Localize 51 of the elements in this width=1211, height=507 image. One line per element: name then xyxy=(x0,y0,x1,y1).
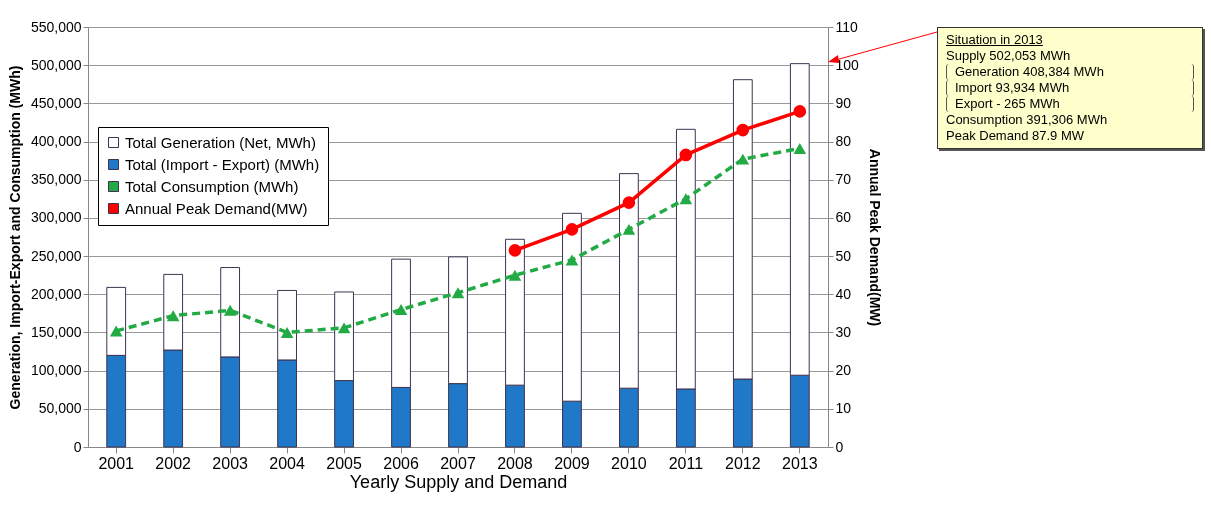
x-tick-label: 2002 xyxy=(155,454,192,472)
y-tick-label: 450,000 xyxy=(30,94,82,111)
y2-tick-label: 80 xyxy=(835,133,852,150)
legend-label: Total Consumption (MWh) xyxy=(125,177,299,195)
y2-tick-label: 40 xyxy=(835,285,852,302)
y-tick-label: 300,000 xyxy=(30,209,82,226)
x-tick-label: 2007 xyxy=(440,454,476,472)
y2-tick-label: 70 xyxy=(835,171,852,188)
legend-label: Annual Peak Demand(MW) xyxy=(125,199,308,217)
y2-tick-label: 50 xyxy=(835,247,852,264)
y-tick-label: 0 xyxy=(73,438,82,455)
y-tick-label: 400,000 xyxy=(30,133,82,150)
y-tick-label: 250,000 xyxy=(30,247,82,264)
text: Import 93,934 MWh xyxy=(946,80,1194,96)
y-tick-label: 500,000 xyxy=(30,56,82,73)
y2-tick-label: 110 xyxy=(835,18,859,35)
y2-tick-label: 10 xyxy=(835,400,852,417)
y2-tick-label: 20 xyxy=(835,362,852,379)
y2-tick-label: 100 xyxy=(835,56,860,73)
y-axis-title: Generation, Import-Export and Consumption (MWh) xyxy=(6,65,23,410)
x-tick-label: 2004 xyxy=(269,454,305,472)
y2-tick-label: 30 xyxy=(835,323,852,340)
x-tick-label: 2005 xyxy=(326,454,362,472)
y-tick-label: 50,000 xyxy=(38,400,82,417)
x-tick-label: 2001 xyxy=(98,454,135,472)
y2-axis-title: Annual Peak Demand(MW) xyxy=(866,148,883,327)
text: Situation in 2013 xyxy=(946,32,1044,48)
y-tick-label: 550,000 xyxy=(30,18,82,35)
x-tick-label: 2011 xyxy=(668,454,704,472)
text: Export - 265 MWh xyxy=(946,96,1194,112)
y-tick-label: 100,000 xyxy=(30,362,82,379)
y2-tick-label: 60 xyxy=(835,209,852,226)
y-tick-label: 350,000 xyxy=(30,171,82,188)
x-tick-label: 2006 xyxy=(383,454,419,472)
legend-label: Total Generation (Net, MWh) xyxy=(125,133,316,151)
x-tick-label: 2008 xyxy=(497,454,533,472)
text: Peak Demand 87.9 MW xyxy=(946,128,1085,144)
y-tick-label: 200,000 xyxy=(30,285,82,302)
x-tick-label: 2009 xyxy=(554,454,590,472)
text: Supply 502,053 MWh xyxy=(946,48,1072,64)
x-tick-label: 2010 xyxy=(611,454,647,472)
y-tick-label: 150,000 xyxy=(30,323,82,340)
text: Generation 408,384 MWh xyxy=(946,64,1194,80)
text: Consumption 391,306 MWh xyxy=(946,112,1109,128)
y2-tick-label: 0 xyxy=(835,438,844,455)
y2-tick-label: 90 xyxy=(835,94,852,111)
x-tick-label: 2013 xyxy=(782,454,818,472)
x-axis-title: Yearly Supply and Demand xyxy=(349,471,568,492)
x-tick-label: 2012 xyxy=(725,454,761,472)
legend-label: Total (Import - Export) (MWh) xyxy=(125,155,320,173)
x-tick-label: 2003 xyxy=(212,454,249,472)
